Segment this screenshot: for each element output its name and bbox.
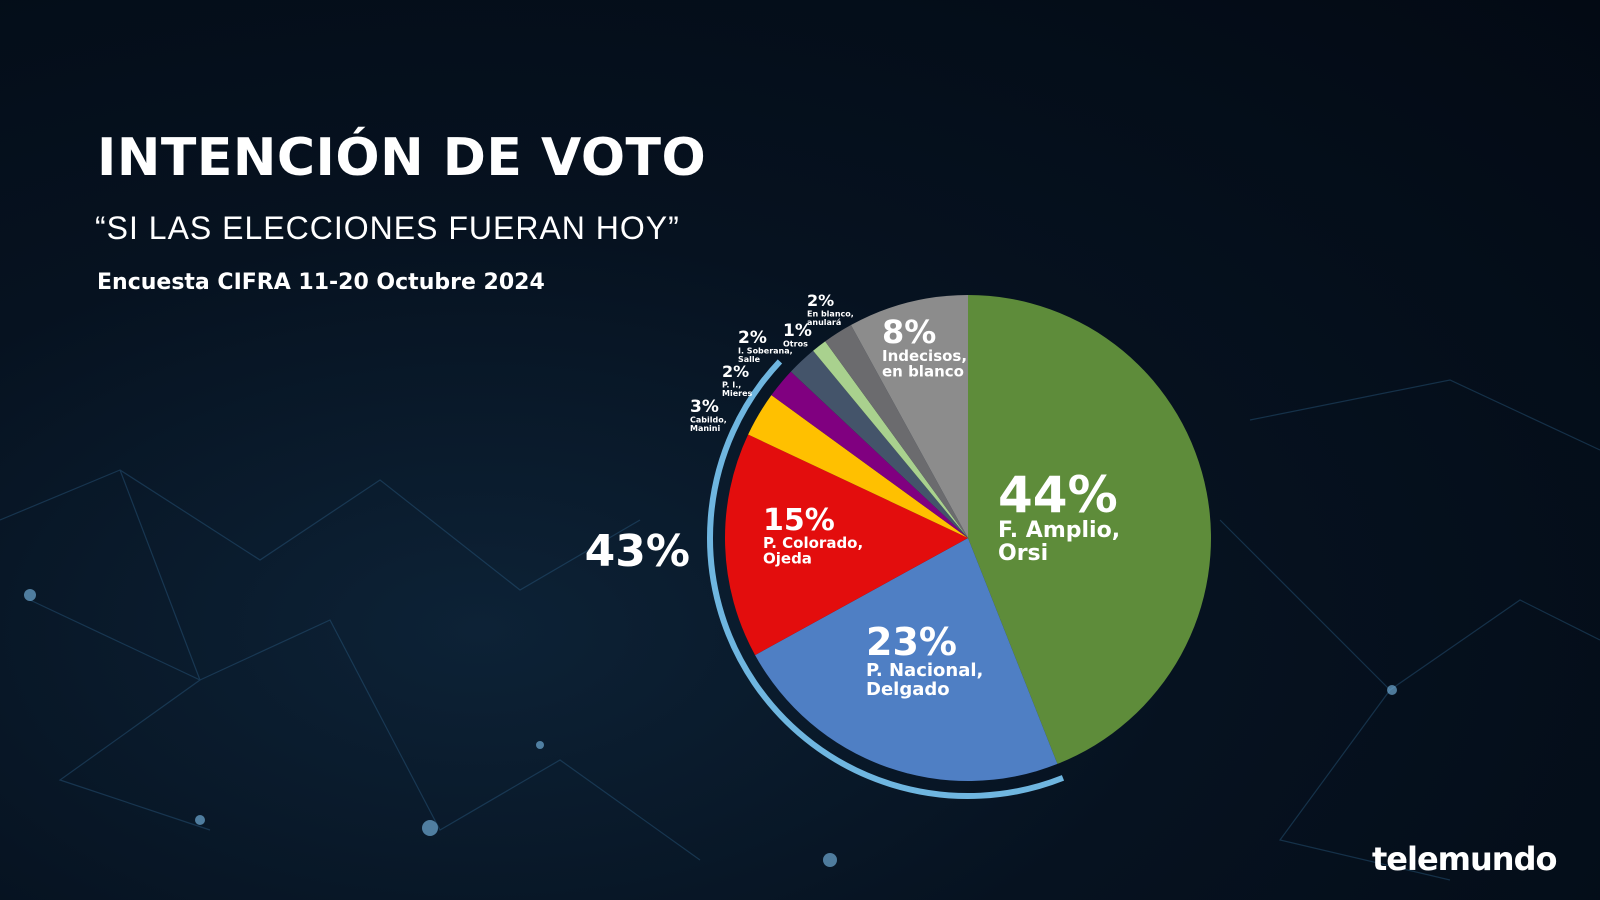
slice-pct-label: 23% (866, 620, 957, 664)
pie-slice-3 (748, 395, 968, 538)
group-label: 43% (585, 526, 690, 577)
group-arc (707, 359, 1065, 799)
pie-slice-8 (850, 295, 968, 538)
slice-pct-label: 2% (807, 291, 834, 310)
slice-name-label: Delgado (866, 679, 950, 700)
slice-name-label: I. Soberana, (738, 346, 793, 355)
pie-slice-0 (968, 295, 1211, 764)
slice-name-label: anulará (807, 318, 841, 327)
pie-slice-6 (813, 341, 968, 538)
slice-pct-label: 2% (722, 362, 749, 381)
slice-name-label: P. I., (722, 380, 741, 389)
slice-name-label: en blanco (882, 363, 964, 381)
slice-name-label: Ojeda (763, 550, 812, 568)
slice-name-label: P. Colorado, (763, 534, 863, 552)
slice-name-label: Orsi (998, 541, 1048, 566)
pie-slice-7 (825, 325, 968, 538)
slice-name-label: Cabildo, (690, 415, 727, 424)
slice-name-label: Salle (738, 355, 761, 364)
page-title: INTENCIÓN DE VOTO (97, 128, 707, 188)
slice-name-label: Indecisos, (882, 347, 967, 365)
slice-name-label: En blanco, (807, 309, 854, 318)
slice-name-label: Manini (690, 424, 720, 433)
survey-source: Encuesta CIFRA 11-20 Octubre 2024 (97, 270, 545, 295)
slice-name-label: Mieres (722, 389, 753, 398)
slice-name-label: P. Nacional, (866, 660, 983, 681)
slice-pct-label: 2% (738, 328, 767, 348)
pie-slice-2 (725, 434, 968, 656)
pie-slice-1 (755, 538, 1058, 781)
page-subtitle: “SI LAS ELECCIONES FUERAN HOY” (95, 210, 680, 246)
telemundo-logo: telemundo (1372, 840, 1557, 878)
pie-slice-5 (790, 350, 968, 538)
slice-pct-label: 1% (783, 321, 812, 341)
slice-name-label: F. Amplio, (998, 518, 1120, 543)
pie-slice-4 (771, 371, 968, 538)
slice-pct-label: 44% (998, 466, 1118, 524)
slice-pct-label: 8% (882, 313, 936, 351)
slice-name-label: Otros (783, 339, 808, 348)
slice-pct-label: 15% (763, 503, 835, 538)
slice-pct-label: 3% (690, 397, 719, 417)
